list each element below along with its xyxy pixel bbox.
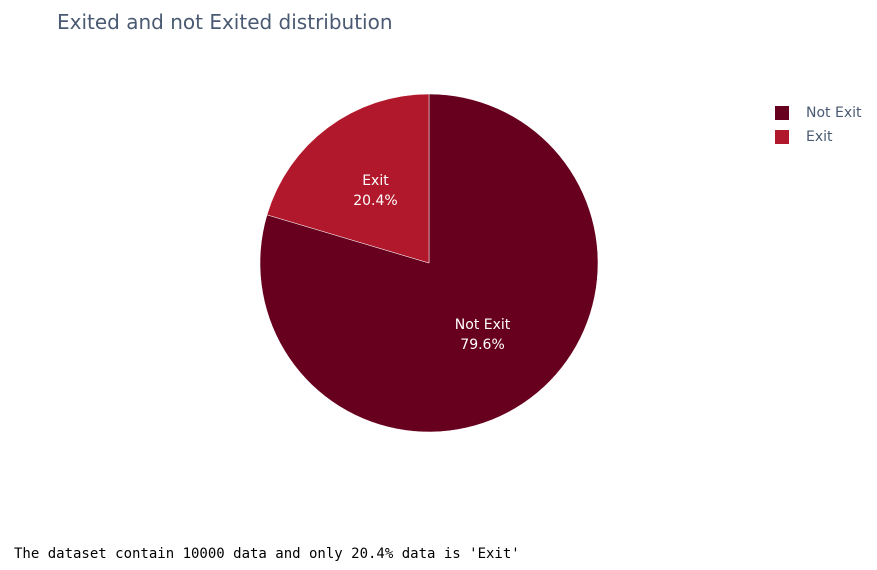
pie-svg: Not Exit 79.6% Exit 20.4%: [259, 93, 599, 433]
output-text: The dataset contain 10000 data and only …: [14, 546, 520, 562]
legend: Not Exit Exit: [775, 101, 862, 149]
slice-percent: 79.6%: [460, 337, 504, 353]
chart-title: Exited and not Exited distribution: [57, 10, 393, 34]
legend-swatch: [775, 106, 789, 120]
pie-slice-exit[interactable]: [266, 93, 430, 264]
pie-chart: Exited and not Exited distribution Not E…: [57, 10, 862, 433]
legend-label: Not Exit: [806, 105, 862, 121]
legend-item-exit[interactable]: Exit: [775, 125, 862, 149]
slice-percent: 20.4%: [353, 193, 397, 209]
slice-label: Exit: [362, 173, 389, 189]
legend-swatch: [775, 130, 789, 144]
legend-label: Exit: [806, 129, 833, 145]
legend-item-not-exit[interactable]: Not Exit: [775, 101, 862, 125]
slice-label: Not Exit: [455, 317, 511, 333]
